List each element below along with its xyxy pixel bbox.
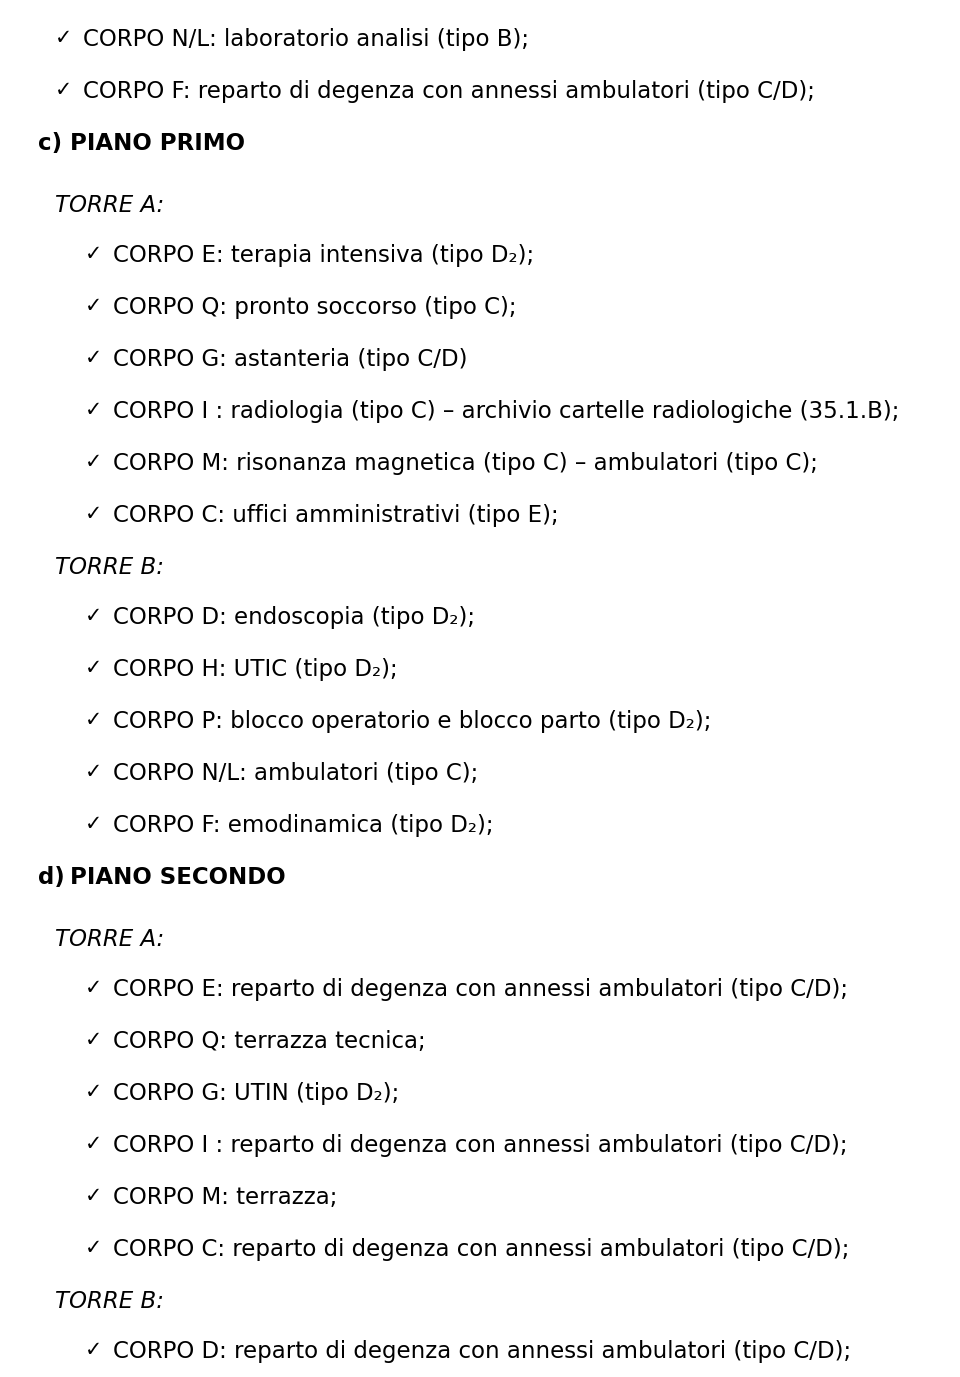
Text: ✓: ✓ <box>85 452 103 472</box>
Text: ✓: ✓ <box>85 348 103 368</box>
Text: CORPO Q: terrazza tecnica;: CORPO Q: terrazza tecnica; <box>113 1030 425 1053</box>
Text: ✓: ✓ <box>85 244 103 264</box>
Text: CORPO N/L: laboratorio analisi (tipo B);: CORPO N/L: laboratorio analisi (tipo B); <box>83 28 529 51</box>
Text: CORPO G: UTIN (tipo D₂);: CORPO G: UTIN (tipo D₂); <box>113 1082 399 1104</box>
Text: ✓: ✓ <box>85 1186 103 1206</box>
Text: CORPO D: endoscopia (tipo D₂);: CORPO D: endoscopia (tipo D₂); <box>113 606 475 629</box>
Text: CORPO E: terapia intensiva (tipo D₂);: CORPO E: terapia intensiva (tipo D₂); <box>113 244 534 267</box>
Text: CORPO M: risonanza magnetica (tipo C) – ambulatori (tipo C);: CORPO M: risonanza magnetica (tipo C) – … <box>113 452 818 475</box>
Text: CORPO I : reparto di degenza con annessi ambulatori (tipo C/D);: CORPO I : reparto di degenza con annessi… <box>113 1135 848 1157</box>
Text: ✓: ✓ <box>55 28 72 48</box>
Text: TORRE A:: TORRE A: <box>55 928 164 952</box>
Text: ✓: ✓ <box>85 1238 103 1259</box>
Text: TORRE B:: TORRE B: <box>55 1290 164 1314</box>
Text: CORPO D: reparto di degenza con annessi ambulatori (tipo C/D);: CORPO D: reparto di degenza con annessi … <box>113 1340 852 1363</box>
Text: CORPO F: emodinamica (tipo D₂);: CORPO F: emodinamica (tipo D₂); <box>113 814 493 837</box>
Text: CORPO M: terrazza;: CORPO M: terrazza; <box>113 1186 337 1209</box>
Text: ✓: ✓ <box>55 80 72 101</box>
Text: CORPO E: reparto di degenza con annessi ambulatori (tipo C/D);: CORPO E: reparto di degenza con annessi … <box>113 978 848 1001</box>
Text: CORPO C: reparto di degenza con annessi ambulatori (tipo C/D);: CORPO C: reparto di degenza con annessi … <box>113 1238 850 1261</box>
Text: c): c) <box>38 132 62 156</box>
Text: TORRE A:: TORRE A: <box>55 194 164 218</box>
Text: ✓: ✓ <box>85 1135 103 1154</box>
Text: CORPO N/L: ambulatori (tipo C);: CORPO N/L: ambulatori (tipo C); <box>113 761 478 785</box>
Text: ✓: ✓ <box>85 296 103 315</box>
Text: ✓: ✓ <box>85 711 103 730</box>
Text: ✓: ✓ <box>85 1340 103 1360</box>
Text: CORPO Q: pronto soccorso (tipo C);: CORPO Q: pronto soccorso (tipo C); <box>113 296 516 319</box>
Text: TORRE B:: TORRE B: <box>55 556 164 578</box>
Text: ✓: ✓ <box>85 1030 103 1051</box>
Text: ✓: ✓ <box>85 814 103 834</box>
Text: CORPO I : radiologia (tipo C) – archivio cartelle radiologiche (35.1.B);: CORPO I : radiologia (tipo C) – archivio… <box>113 399 900 423</box>
Text: CORPO H: UTIC (tipo D₂);: CORPO H: UTIC (tipo D₂); <box>113 658 397 682</box>
Text: CORPO G: astanteria (tipo C/D): CORPO G: astanteria (tipo C/D) <box>113 348 468 370</box>
Text: ✓: ✓ <box>85 399 103 420</box>
Text: PIANO SECONDO: PIANO SECONDO <box>70 866 286 890</box>
Text: ✓: ✓ <box>85 761 103 782</box>
Text: CORPO F: reparto di degenza con annessi ambulatori (tipo C/D);: CORPO F: reparto di degenza con annessi … <box>83 80 815 103</box>
Text: CORPO P: blocco operatorio e blocco parto (tipo D₂);: CORPO P: blocco operatorio e blocco part… <box>113 711 711 733</box>
Text: d): d) <box>38 866 64 890</box>
Text: ✓: ✓ <box>85 658 103 677</box>
Text: ✓: ✓ <box>85 606 103 627</box>
Text: ✓: ✓ <box>85 504 103 525</box>
Text: PIANO PRIMO: PIANO PRIMO <box>70 132 245 156</box>
Text: ✓: ✓ <box>85 978 103 998</box>
Text: ✓: ✓ <box>85 1082 103 1102</box>
Text: CORPO C: uffici amministrativi (tipo E);: CORPO C: uffici amministrativi (tipo E); <box>113 504 559 527</box>
